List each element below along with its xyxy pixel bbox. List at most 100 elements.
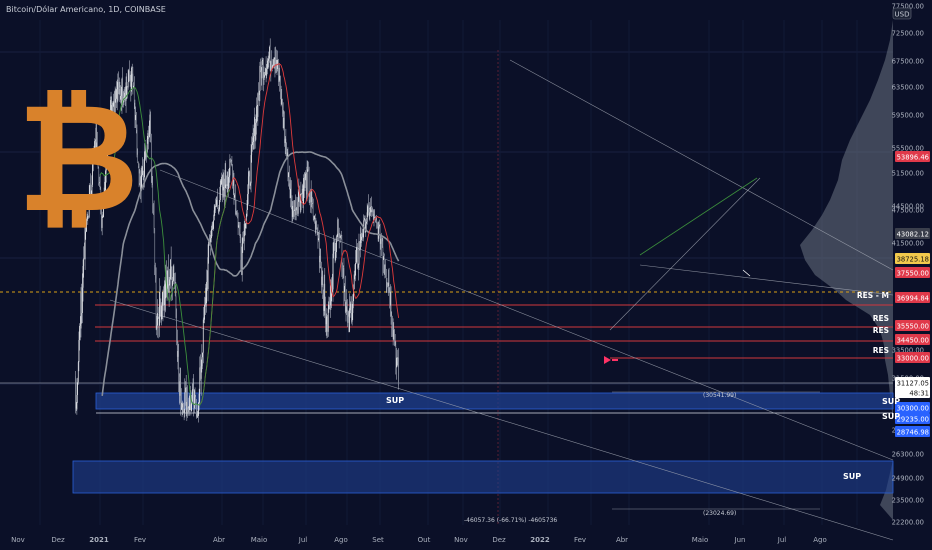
candle-body [108, 133, 110, 145]
y-tick-label: 22200.00 [892, 519, 924, 527]
candle-body [392, 330, 394, 340]
candle-body [278, 76, 280, 81]
candle-body [390, 291, 391, 306]
candle-body [336, 235, 338, 241]
candle-body [254, 117, 256, 140]
x-tick-label: Out [418, 536, 431, 544]
candle-body [214, 206, 216, 211]
candle-body [338, 219, 339, 234]
candle-body [181, 402, 183, 408]
candle-body [340, 235, 341, 238]
currency-badge[interactable] [892, 7, 912, 20]
candle-body [173, 266, 175, 274]
candle-body [129, 70, 130, 81]
candle-body [375, 217, 376, 218]
candle-body [122, 78, 123, 103]
candle-body [278, 59, 279, 77]
candle-body [329, 281, 331, 306]
price-tag-label: 35550.00 [897, 323, 929, 331]
candle-body [298, 191, 300, 202]
candle-body [133, 85, 135, 103]
candle-body [104, 187, 106, 191]
candle-body [78, 340, 80, 363]
candle-body [202, 319, 204, 353]
candle-body [265, 68, 266, 76]
candle-body [197, 413, 199, 416]
candle-body [256, 106, 258, 117]
candle-body [366, 212, 368, 222]
sup-label-zone1-right-2: SUP [882, 412, 900, 421]
candle-body [359, 241, 360, 250]
candle-body [149, 114, 151, 135]
candle-body [206, 281, 208, 290]
candle-body [180, 381, 182, 410]
candle-body [102, 215, 104, 218]
candle-body [176, 342, 178, 357]
candle-body [383, 256, 384, 261]
candle-body [349, 308, 351, 311]
candle-body [258, 93, 259, 95]
candle-body [241, 259, 242, 275]
candle-body [219, 200, 220, 210]
candle-body [190, 404, 192, 411]
candle-body [372, 215, 374, 221]
candle-body [250, 155, 252, 184]
candle-body [385, 276, 387, 283]
candle-body [311, 191, 313, 204]
candle-body [169, 279, 171, 285]
currency-label: USD [895, 11, 910, 19]
candle-body [174, 283, 176, 296]
candle-body [355, 263, 356, 276]
candle-body [364, 218, 366, 233]
candle-body [323, 294, 324, 311]
candle-body [379, 224, 380, 227]
candle-body [299, 202, 301, 211]
candle-body [239, 229, 241, 239]
candle-body [380, 238, 382, 244]
x-tick-label: Maio [251, 536, 268, 544]
candle-body [235, 208, 237, 215]
candle-body [224, 170, 226, 197]
candle-body [282, 99, 283, 114]
candle-body [81, 292, 83, 314]
price-tag [895, 334, 930, 345]
candle-body [230, 161, 232, 165]
candle-body [159, 291, 161, 306]
candle-body [262, 59, 264, 62]
candle-body [145, 151, 147, 158]
candle-body [273, 59, 274, 66]
candle-body [96, 127, 98, 143]
candle-body [237, 213, 238, 218]
candle-body [211, 224, 213, 230]
candle-body [316, 221, 317, 229]
candle-body [396, 357, 398, 359]
candle-body [187, 407, 189, 409]
y-tick-label: 55500.00 [892, 145, 924, 153]
candle-body [107, 133, 109, 145]
candle-body [144, 151, 145, 178]
candle-body [357, 247, 358, 268]
candle-body [204, 297, 206, 305]
candle-body [199, 367, 201, 394]
candle-body [288, 172, 290, 184]
x-tick-label: 2022 [530, 536, 550, 544]
candle-body [219, 180, 221, 201]
candle-body [123, 97, 125, 102]
candle-body [202, 352, 203, 358]
candle-body [103, 205, 104, 218]
candle-body [249, 171, 251, 186]
candle-body [155, 278, 157, 329]
candle-body [215, 204, 217, 207]
candle-body [245, 216, 247, 224]
candle-body [342, 263, 343, 268]
y-tick-label: 23500.00 [892, 497, 924, 505]
resistance-label: RES [873, 346, 889, 355]
candle-body [181, 402, 182, 410]
candle-body [239, 225, 240, 230]
price-tag [895, 320, 930, 331]
candle-body [261, 61, 263, 79]
candle-body [291, 200, 293, 217]
candle-body [200, 366, 202, 379]
candle-body [158, 317, 160, 326]
